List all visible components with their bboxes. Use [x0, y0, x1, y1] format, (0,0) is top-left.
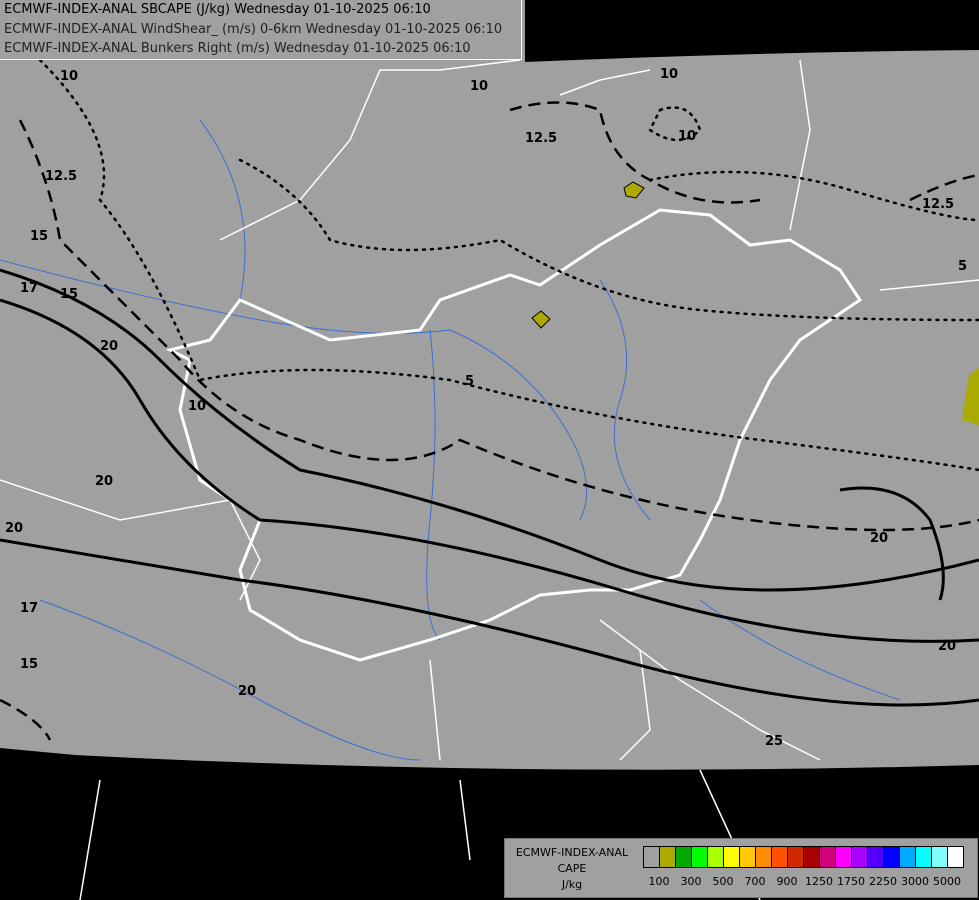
cape-patch [623, 181, 645, 199]
cape-legend: ECMWF-INDEX-ANAL CAPE J/kg 100 300 500 700 9… [504, 838, 978, 898]
contour-label: 17 [20, 601, 38, 616]
legend-swatch [884, 847, 900, 867]
legend-swatch [724, 847, 740, 867]
contour-label: 20 [5, 521, 23, 536]
contour-label: 5 [465, 374, 474, 389]
legend-tick-labels: 100 300 500 700 900 1250 1750 2250 3000 5000 [643, 875, 965, 891]
legend-tick-label: 2250 [869, 875, 897, 888]
legend-swatch [660, 847, 676, 867]
legend-swatch [644, 847, 660, 867]
contour-label: 10 [188, 399, 206, 414]
contour-label: 5 [958, 259, 967, 274]
legend-swatch [692, 847, 708, 867]
bunkers-dotted-contours [38, 58, 979, 472]
legend-title-line: J/kg [561, 878, 583, 891]
contour-label: 10 [470, 79, 488, 94]
legend-tick-label: 300 [680, 875, 702, 888]
contour-label: 20 [938, 639, 956, 654]
legend-swatch [932, 847, 948, 867]
contour-label: 20 [95, 474, 113, 489]
legend-swatch [804, 847, 820, 867]
contour-label: 20 [870, 531, 888, 546]
contour-label: 15 [30, 229, 48, 244]
contour-label: 12.5 [922, 197, 954, 212]
contour-label: 12.5 [525, 131, 557, 146]
contour-label: 25 [765, 734, 783, 749]
legend-swatch [948, 847, 963, 867]
legend-swatch [708, 847, 724, 867]
legend-swatch [740, 847, 756, 867]
legend-swatch [820, 847, 836, 867]
legend-tick-label: 500 [712, 875, 734, 888]
contour-label: 20 [238, 684, 256, 699]
legend-swatch [836, 847, 852, 867]
map-header: ECMWF-INDEX-ANAL SBCAPE (J/kg) Wednesday… [0, 0, 522, 60]
legend-swatch [676, 847, 692, 867]
contour-label: 10 [660, 67, 678, 82]
cape-patch [962, 368, 979, 425]
legend-tick-label: 100 [648, 875, 670, 888]
model-domain [0, 0, 979, 770]
legend-swatch [772, 847, 788, 867]
header-line-sbcape: ECMWF-INDEX-ANAL SBCAPE (J/kg) Wednesday… [4, 2, 431, 17]
contour-label: 17 [20, 281, 38, 296]
legend-tick-label: 700 [744, 875, 766, 888]
shear-dashed-contours [0, 101, 979, 741]
legend-swatch [916, 847, 932, 867]
legend-tick-label: 1750 [837, 875, 865, 888]
legend-tick-label: 5000 [933, 875, 961, 888]
header-line-windshear: ECMWF-INDEX-ANAL WindShear_ (m/s) 0-6km … [4, 21, 503, 37]
contour-label: 15 [20, 657, 38, 672]
legend-title: ECMWF-INDEX-ANAL CAPE J/kg [505, 845, 639, 893]
cape-patch [531, 310, 551, 329]
legend-swatch [900, 847, 916, 867]
legend-tick-label: 3000 [901, 875, 929, 888]
contour-labels: 10 10 10 12.5 12.5 12.5 15 15 15 17 17 2… [5, 67, 967, 749]
legend-swatch [852, 847, 868, 867]
header-line-bunkers: ECMWF-INDEX-ANAL Bunkers Right (m/s) Wed… [4, 41, 471, 56]
legend-swatch [868, 847, 884, 867]
legend-title-line: CAPE [557, 862, 587, 875]
legend-tick-label: 900 [776, 875, 798, 888]
country-borders [0, 59, 979, 900]
shear-solid-contours [0, 268, 979, 707]
contour-label: 10 [678, 129, 696, 144]
legend-tick-label: 1250 [805, 875, 833, 888]
contour-label: 20 [100, 339, 118, 354]
contour-label: 15 [60, 287, 78, 302]
legend-color-bar [643, 846, 964, 868]
contour-label: 10 [60, 69, 78, 84]
legend-title-line: ECMWF-INDEX-ANAL [515, 846, 629, 859]
rivers [0, 119, 901, 761]
legend-swatch [756, 847, 772, 867]
legend-swatch [788, 847, 804, 867]
contour-label: 12.5 [45, 169, 77, 184]
cape-patches [531, 181, 979, 425]
